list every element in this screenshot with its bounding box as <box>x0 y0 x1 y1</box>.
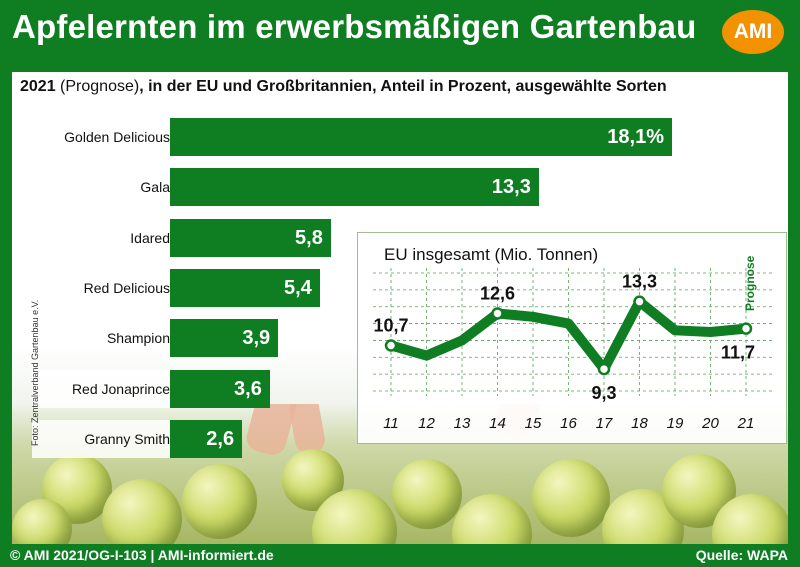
data-label: 13,3 <box>622 272 657 292</box>
page-title: Apfelernten im erwerbsmäßigen Gartenbau <box>12 8 697 45</box>
bar-category-label: Granny Smith <box>32 419 170 458</box>
bar-category-label: Idared <box>130 229 170 246</box>
bar-category-label: Shampion <box>106 330 170 347</box>
bar-category-label: Red Jonaprince <box>32 369 170 408</box>
data-point <box>633 295 646 308</box>
apple <box>452 494 532 544</box>
x-tick-label: 19 <box>667 415 684 432</box>
x-tick-label: 17 <box>596 415 613 432</box>
bar-value-label: 2,6 <box>206 427 235 450</box>
x-tick-label: 11 <box>383 415 399 432</box>
bar-value-label: 18,1% <box>607 126 664 148</box>
bar-value-label: 3,6 <box>234 377 262 400</box>
hand-shape <box>287 404 327 457</box>
x-tick-label: 16 <box>560 415 577 432</box>
chart-panel: Golden Delicious 18,1% Gala 13,3 Idared 5,8 Re… <box>12 104 788 544</box>
data-label: 9,3 <box>591 383 616 403</box>
bar-value-label: 13,3 <box>491 176 531 199</box>
x-tick-label: 13 <box>454 415 471 432</box>
data-point <box>597 362 611 376</box>
footer-source: Quelle: WAPA <box>695 547 788 563</box>
subtitle-rest: , in der EU und Großbritannien, Anteil i… <box>139 78 667 95</box>
bar: 5,8 <box>170 218 331 257</box>
bar: 3,9 <box>170 319 279 358</box>
subtitle-year: 2021 <box>20 78 56 95</box>
apple <box>532 459 610 537</box>
x-tick-label: 20 <box>701 415 719 432</box>
bar-category-label: Gala <box>140 179 170 196</box>
line-chart-inset: EU insgesamt (Mio. Tonnen) 10,7 12,6 9,3 13… <box>357 232 787 444</box>
bar: 3,6 <box>170 369 270 408</box>
apple <box>12 499 72 544</box>
x-tick-label: 12 <box>418 415 435 432</box>
prognose-annotation: Prognose <box>743 255 757 311</box>
bar-value-label: 5,4 <box>283 276 312 299</box>
x-tick-label: 15 <box>525 415 542 432</box>
bar: 2,6 <box>170 419 243 458</box>
data-label: 12,6 <box>480 283 515 303</box>
bar-category-label: Golden Delicious <box>64 129 170 145</box>
bar: 13,3 <box>170 168 539 207</box>
apple <box>182 464 257 539</box>
chart-subtitle: 2021 (Prognose), in der EU und Großbrita… <box>20 78 667 96</box>
apple <box>392 459 462 529</box>
x-tick-label: 18 <box>631 415 648 432</box>
bar: 18,1% <box>170 118 672 156</box>
header: Apfelernten im erwerbsmäßigen Gartenbau … <box>0 0 800 62</box>
bar-value-label: 5,8 <box>295 226 323 249</box>
frame-right <box>788 62 800 544</box>
subtitle-bar: 2021 (Prognose), in der EU und Großbrita… <box>12 72 788 104</box>
series-line <box>386 296 751 375</box>
line-chart-title: EU insgesamt (Mio. Tonnen) <box>384 245 599 264</box>
data-point <box>491 307 504 320</box>
data-point <box>384 339 398 352</box>
x-tick-label: 21 <box>737 415 755 432</box>
subtitle-prognose: (Prognose) <box>55 78 140 95</box>
data-label: 11,7 <box>721 343 755 363</box>
photo-credit: Foto: Zentralverband Gartenbau e.V. <box>30 299 40 446</box>
apple <box>102 479 182 544</box>
ami-logo: AMI <box>722 10 784 54</box>
frame-top <box>12 62 788 72</box>
x-tick-label: 14 <box>489 415 506 432</box>
bar-value-label: 3,9 <box>242 327 271 350</box>
line-chart-svg: 10,7 12,6 9,3 13,3 11,7 11 12 13 14 15 16 17 18 19 20 2… <box>373 255 773 432</box>
data-point <box>739 322 753 335</box>
frame-left <box>0 62 12 544</box>
bar-category-label: Red Delicious <box>83 279 170 296</box>
data-label: 10,7 <box>373 315 408 335</box>
bar: 5,4 <box>170 268 320 307</box>
footer: © AMI 2021/OG-I-103 | AMI-informiert.de … <box>0 544 800 567</box>
footer-copyright: © AMI 2021/OG-I-103 | AMI-informiert.de <box>10 547 274 563</box>
